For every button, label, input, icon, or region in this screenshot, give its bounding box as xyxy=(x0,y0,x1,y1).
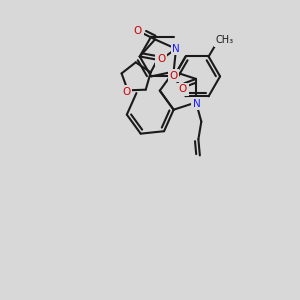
Text: O: O xyxy=(157,54,165,64)
Text: O: O xyxy=(169,71,178,81)
Text: N: N xyxy=(193,99,200,109)
Text: CH₃: CH₃ xyxy=(216,35,234,45)
Text: O: O xyxy=(122,87,130,97)
Text: N: N xyxy=(172,44,180,54)
Text: O: O xyxy=(179,84,187,94)
Text: O: O xyxy=(134,26,142,36)
